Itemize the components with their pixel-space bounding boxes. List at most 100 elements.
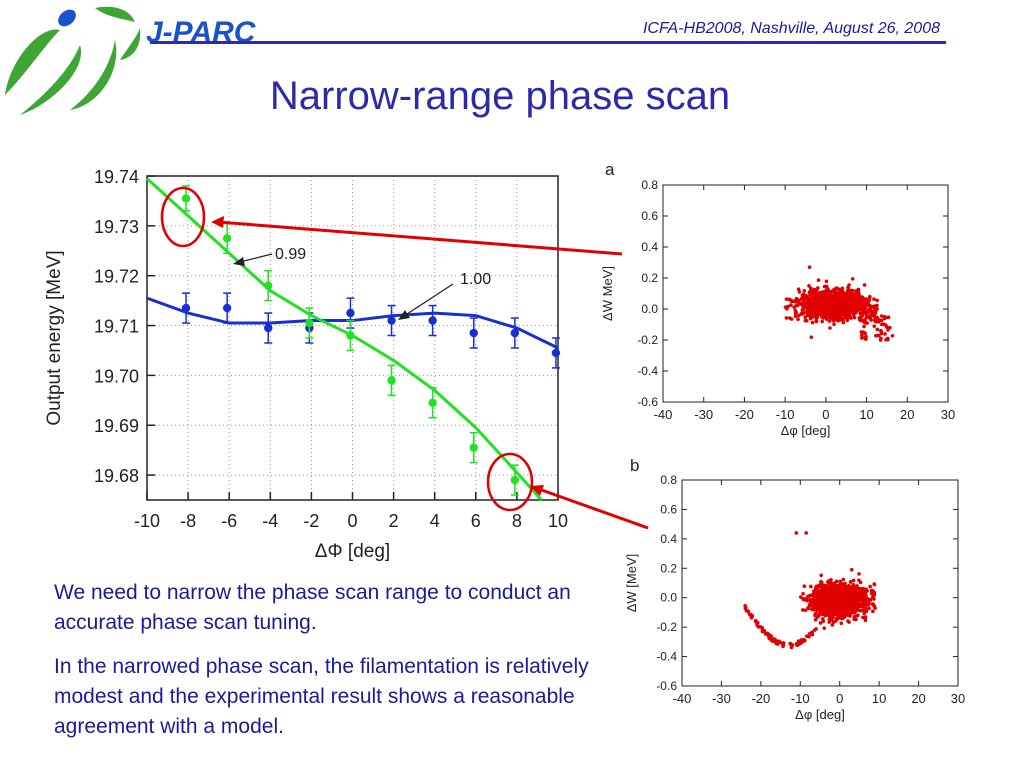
- particle-point: [860, 333, 864, 338]
- y-tick-label: -0.2: [637, 333, 658, 347]
- particle-point: [837, 309, 842, 314]
- y-tick-label: -0.4: [656, 650, 677, 664]
- particle-point: [848, 601, 852, 605]
- x-tick-label: 4: [430, 511, 440, 531]
- data-point: [387, 316, 396, 325]
- particle-point: [756, 620, 760, 625]
- particle-point: [874, 319, 879, 324]
- particle-point: [873, 308, 878, 313]
- particle-point: [866, 310, 870, 315]
- particle-point: [850, 585, 855, 589]
- particle-point: [823, 603, 828, 607]
- particle-point: [867, 606, 871, 611]
- x-tick-label: -40: [673, 691, 692, 706]
- x-tick-label: 0: [836, 691, 843, 706]
- particle-point: [814, 316, 819, 320]
- y-tick-label: 19.74: [94, 167, 139, 187]
- data-point: [469, 328, 478, 338]
- annotation-arrow: [239, 253, 273, 263]
- particle-point: [862, 604, 866, 609]
- annotation-arrow: [403, 283, 454, 317]
- particle-point: [865, 321, 869, 325]
- panel-a-scatter: -40 -30 -20 -10 0 10 20 30 -0.6 -0.4 -0.2 0.0 0.2 0.4…: [600, 160, 955, 438]
- panel-frame: [681, 479, 959, 687]
- particle-point: [852, 315, 857, 320]
- data-point: [222, 303, 232, 313]
- particle-point: [818, 621, 823, 625]
- particle-point: [834, 301, 839, 306]
- y-tick-label: 0.6: [641, 209, 658, 223]
- particle-point: [784, 297, 789, 301]
- y-axis-label: Output energy [MeV]: [44, 250, 65, 425]
- particle-point: [850, 300, 855, 305]
- x-axis-label: ΔΦ [deg]: [315, 541, 390, 562]
- particle-point: [802, 288, 807, 293]
- x-tick-label: -4: [262, 511, 278, 531]
- data-point: [428, 398, 437, 407]
- particle-point: [842, 592, 846, 596]
- particle-point: [824, 297, 828, 302]
- particle-point: [844, 297, 848, 302]
- particle-point: [831, 298, 835, 303]
- particle-point: [822, 284, 827, 289]
- particle-point: [848, 297, 853, 302]
- particle-point: [809, 584, 813, 589]
- particle-point: [807, 606, 811, 611]
- x-tick-label: 30: [951, 691, 965, 706]
- particle-point: [831, 318, 836, 323]
- particle-point: [847, 294, 851, 299]
- particle-point: [760, 629, 765, 634]
- data-point: [264, 323, 273, 333]
- particle-point: [864, 302, 868, 307]
- particle-point: [878, 338, 883, 342]
- particle-point: [842, 308, 847, 313]
- x-axis-label: Δφ [deg]: [795, 707, 845, 722]
- particle-point: [796, 639, 801, 643]
- particle-point: [808, 593, 812, 598]
- particle-point: [859, 330, 864, 334]
- particle-point: [842, 608, 847, 612]
- particle-point: [803, 315, 808, 320]
- particle-point: [804, 318, 809, 323]
- particle-point: [873, 606, 877, 610]
- particle-point: [872, 297, 876, 301]
- particle-point: [839, 599, 844, 604]
- particle-point: [809, 335, 814, 339]
- particle-point: [803, 608, 808, 613]
- particle-point: [824, 302, 828, 307]
- data-point: [428, 316, 437, 325]
- data-point: [510, 475, 520, 485]
- particle-point: [813, 309, 818, 313]
- particle-point: [820, 319, 825, 324]
- particle-point: [824, 293, 829, 298]
- particle-point: [815, 598, 819, 603]
- particle-point: [819, 573, 824, 578]
- particle-point: [802, 300, 807, 304]
- y-tick-label: 19.71: [94, 317, 139, 337]
- particle-point: [799, 312, 803, 316]
- particle-point: [884, 337, 888, 342]
- data-point: [222, 234, 232, 243]
- particle-point: [824, 279, 829, 284]
- particle-point: [821, 599, 826, 604]
- particle-point: [870, 304, 875, 309]
- particle-point: [810, 315, 815, 319]
- particle-point: [867, 295, 872, 300]
- particle-point: [809, 288, 813, 293]
- particle-point: [799, 638, 804, 642]
- particle-point: [813, 617, 818, 622]
- y-tick-label: -0.4: [637, 364, 658, 378]
- particle-point: [872, 324, 877, 328]
- particle-point: [825, 309, 830, 314]
- particle-point: [802, 584, 807, 589]
- particle-point: [864, 315, 869, 320]
- particle-point: [858, 588, 863, 593]
- particle-point: [810, 320, 815, 325]
- logo-text: J-PARC: [146, 16, 257, 49]
- particle-point: [826, 580, 830, 584]
- particle-point: [836, 591, 841, 595]
- data-point: [346, 331, 355, 340]
- particle-point: [823, 613, 828, 618]
- data-point: [469, 443, 478, 452]
- model-line-0.99: [145, 177, 543, 502]
